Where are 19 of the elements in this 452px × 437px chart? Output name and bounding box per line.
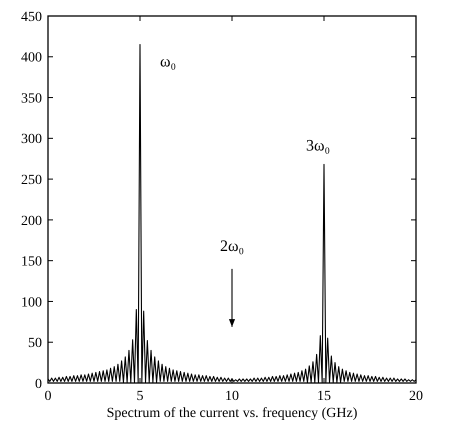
annotation: ω₀: [160, 54, 176, 71]
y-tick-label: 50: [28, 336, 42, 352]
y-tick-label: 400: [21, 50, 42, 66]
x-tick-label: 0: [44, 389, 52, 404]
y-tick-label: 250: [21, 173, 42, 188]
annotation: 2ω₀: [220, 238, 244, 255]
y-tick-label: 350: [21, 91, 42, 106]
y-tick-label: 0: [35, 376, 42, 392]
y-tick-label: 200: [21, 214, 42, 229]
x-tick-label: 20: [409, 389, 423, 404]
y-tick-label: 300: [21, 132, 42, 148]
x-tick-label: 5: [136, 389, 144, 404]
x-axis-title: Spectrum of the current vs. frequency (GHz): [106, 406, 358, 421]
x-tick-label: 15: [317, 389, 331, 404]
annotation: 3ω₀: [306, 137, 330, 154]
y-tick-label: 150: [21, 254, 42, 270]
y-tick-label: 450: [21, 10, 42, 25]
y-tick-label: 100: [21, 295, 42, 310]
x-tick-label: 10: [225, 389, 239, 404]
